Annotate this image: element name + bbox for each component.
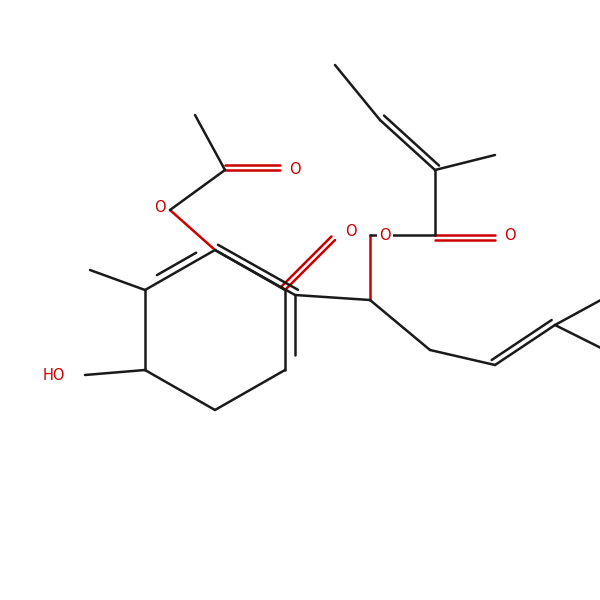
Text: O: O — [504, 227, 516, 242]
Text: O: O — [154, 200, 166, 215]
Text: HO: HO — [43, 367, 65, 383]
Text: O: O — [379, 227, 391, 242]
Text: O: O — [289, 163, 301, 178]
Text: O: O — [345, 224, 357, 239]
